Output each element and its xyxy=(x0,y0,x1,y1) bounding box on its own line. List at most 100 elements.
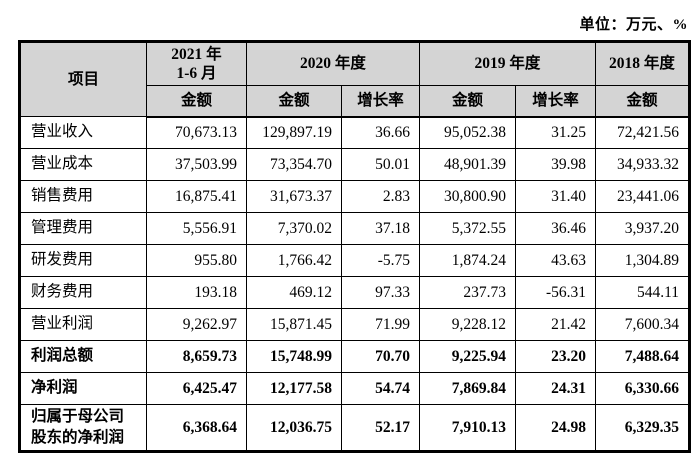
cell-value: 7,910.13 xyxy=(419,404,516,452)
row-label: 营业收入 xyxy=(19,116,147,149)
cell-value: 5,556.91 xyxy=(146,212,247,245)
cell-value: 36.46 xyxy=(515,212,596,245)
row-label: 管理费用 xyxy=(19,212,147,245)
cell-value: 43.63 xyxy=(515,244,596,277)
cell-value: 5,372.55 xyxy=(419,212,516,245)
col-header-growth-2019: 增长率 xyxy=(515,85,596,118)
cell-value: 193.18 xyxy=(146,276,247,309)
cell-value: 15,748.99 xyxy=(246,340,342,373)
col-header-2019: 2019 年度 xyxy=(419,41,596,86)
row-label: 销售费用 xyxy=(19,180,147,213)
cell-value: 37,503.99 xyxy=(146,148,247,181)
row-label: 研发费用 xyxy=(19,244,147,277)
cell-value: 97.33 xyxy=(341,276,420,309)
col-header-2020: 2020 年度 xyxy=(246,41,420,86)
cell-value: 6,329.35 xyxy=(595,404,690,452)
row-label: 营业成本 xyxy=(19,148,147,181)
cell-value: 39.98 xyxy=(515,148,596,181)
col-header-amount-2018: 金额 xyxy=(595,85,690,118)
cell-value: 72,421.56 xyxy=(595,116,690,149)
row-label: 净利润 xyxy=(19,372,147,405)
cell-value: 15,871.45 xyxy=(246,308,342,341)
cell-value: 30,800.90 xyxy=(419,180,516,213)
row-label: 利润总额 xyxy=(19,340,147,373)
cell-value: 23.20 xyxy=(515,340,596,373)
table-row-rd-expenses: 研发费用 955.80 1,766.42 -5.75 1,874.24 43.6… xyxy=(19,244,690,277)
header-row-periods: 项目 2021 年 1-6 月 2020 年度 2019 年度 2018 年度 xyxy=(19,41,690,117)
table-row-operating-revenue: 营业收入 70,673.13 129,897.19 36.66 95,052.3… xyxy=(19,116,690,149)
table-row-admin-expenses: 管理费用 5,556.91 7,370.02 37.18 5,372.55 36… xyxy=(19,212,690,245)
cell-value: 2.83 xyxy=(341,180,420,213)
cell-value: 31.40 xyxy=(515,180,596,213)
table-body: 营业收入 70,673.13 129,897.19 36.66 95,052.3… xyxy=(19,116,690,452)
cell-value: 70.70 xyxy=(341,340,420,373)
cell-value: 24.31 xyxy=(515,372,596,405)
cell-value: 469.12 xyxy=(246,276,342,309)
cell-value: 9,225.94 xyxy=(419,340,516,373)
row-label: 财务费用 xyxy=(19,276,147,309)
cell-value: 7,600.34 xyxy=(595,308,690,341)
cell-value: 7,869.84 xyxy=(419,372,516,405)
cell-value: 12,036.75 xyxy=(246,404,342,452)
cell-value: 52.17 xyxy=(341,404,420,452)
col-header-growth-2020: 增长率 xyxy=(341,85,420,118)
header-row-measures: 金额 金额 增长率 金额 增长率 金额 xyxy=(20,85,690,118)
cell-value: 8,659.73 xyxy=(146,340,247,373)
cell-value: 23,441.06 xyxy=(595,180,690,213)
col-header-amount-2019: 金额 xyxy=(419,85,516,118)
col-header-amount-2020: 金额 xyxy=(246,85,342,118)
cell-value: 70,673.13 xyxy=(146,116,247,149)
col-header-2021: 2021 年 1-6 月 xyxy=(146,41,247,86)
cell-value: 955.80 xyxy=(146,244,247,277)
cell-value: -56.31 xyxy=(515,276,596,309)
col-header-amount-2021: 金额 xyxy=(146,85,247,118)
financial-table: 项目 2021 年 1-6 月 2020 年度 2019 年度 2018 年度 … xyxy=(18,40,691,453)
cell-value: 9,228.12 xyxy=(419,308,516,341)
cell-value: 7,370.02 xyxy=(246,212,342,245)
cell-value: 34,933.32 xyxy=(595,148,690,181)
col-header-2021-line2: 1-6 月 xyxy=(176,65,217,82)
cell-value: 24.98 xyxy=(515,404,596,452)
cell-value: 21.42 xyxy=(515,308,596,341)
col-header-2021-line1: 2021 年 xyxy=(171,45,222,63)
cell-value: 6,368.64 xyxy=(146,404,247,452)
cell-value: 71.99 xyxy=(341,308,420,341)
cell-value: -5.75 xyxy=(341,244,420,277)
cell-value: 37.18 xyxy=(341,212,420,245)
table-header: 项目 2021 年 1-6 月 2020 年度 2019 年度 2018 年度 … xyxy=(19,41,690,118)
table-row-finance-expenses: 财务费用 193.18 469.12 97.33 237.73 -56.31 5… xyxy=(19,276,690,309)
table-row-selling-expenses: 销售费用 16,875.41 31,673.37 2.83 30,800.90 … xyxy=(19,180,690,213)
cell-value: 6,425.47 xyxy=(146,372,247,405)
cell-value: 237.73 xyxy=(419,276,516,309)
cell-value: 7,488.64 xyxy=(595,340,690,373)
cell-value: 31.25 xyxy=(515,116,596,149)
cell-value: 73,354.70 xyxy=(246,148,342,181)
cell-value: 544.11 xyxy=(595,276,690,309)
cell-value: 31,673.37 xyxy=(246,180,342,213)
table-row-total-profit: 利润总额 8,659.73 15,748.99 70.70 9,225.94 2… xyxy=(19,340,690,373)
unit-label: 单位：万元、% xyxy=(579,17,688,33)
cell-value: 50.01 xyxy=(341,148,420,181)
cell-value: 16,875.41 xyxy=(146,180,247,213)
cell-value: 1,874.24 xyxy=(419,244,516,277)
cell-value: 1,766.42 xyxy=(246,244,342,277)
row-label: 归属于母公司股东的净利润 xyxy=(19,404,147,452)
cell-value: 12,177.58 xyxy=(246,372,342,405)
cell-value: 95,052.38 xyxy=(419,116,516,149)
cell-value: 36.66 xyxy=(341,116,420,149)
cell-value: 129,897.19 xyxy=(246,116,342,149)
cell-value: 48,901.39 xyxy=(419,148,516,181)
table-row-net-profit: 净利润 6,425.47 12,177.58 54.74 7,869.84 24… xyxy=(19,372,690,405)
cell-value: 6,330.66 xyxy=(595,372,690,405)
cell-value: 54.74 xyxy=(341,372,420,405)
table-row-net-profit-attributable: 归属于母公司股东的净利润 6,368.64 12,036.75 52.17 7,… xyxy=(19,404,690,452)
col-header-item: 项目 xyxy=(19,41,147,117)
table-row-operating-profit: 营业利润 9,262.97 15,871.45 71.99 9,228.12 2… xyxy=(19,308,690,341)
cell-value: 3,937.20 xyxy=(595,212,690,245)
cell-value: 9,262.97 xyxy=(146,308,247,341)
col-header-2018: 2018 年度 xyxy=(595,41,690,86)
table-row-operating-cost: 营业成本 37,503.99 73,354.70 50.01 48,901.39… xyxy=(19,148,690,181)
cell-value: 1,304.89 xyxy=(595,244,690,277)
row-label: 营业利润 xyxy=(19,308,147,341)
